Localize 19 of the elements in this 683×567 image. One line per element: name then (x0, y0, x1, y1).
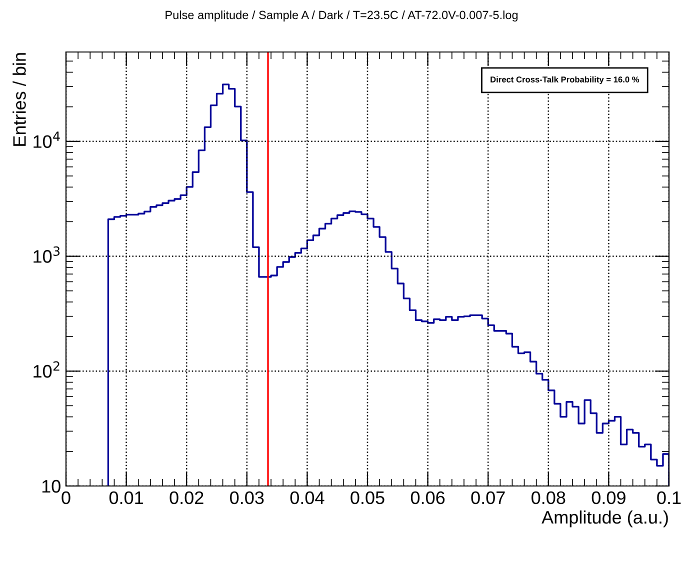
x-axis-title: Amplitude (a.u.) (542, 510, 668, 528)
x-tick-label: 0.04 (290, 491, 324, 504)
x-tick-label: 0.08 (532, 491, 566, 504)
y-tick-label: 10 (42, 480, 60, 493)
x-tick-label: 0.06 (410, 491, 445, 504)
annotation: Direct Cross-Talk Probability = 16.0 % (490, 76, 640, 84)
chart-title: Pulse amplitude / Sample A / Dark / T=23.5C / AT-72.0V-0.007-5.log (166, 10, 518, 22)
y-axis-title: Entries / bin (12, 53, 26, 146)
y-tick-label: 10$^{2}$ (34, 361, 60, 378)
x-tick-label: 0.09 (592, 491, 626, 504)
x-tick-label: 0.1 (657, 491, 681, 504)
x-tick-label: 0.07 (471, 491, 505, 504)
x-tick-label: 0.01 (109, 491, 143, 504)
y-tick-label: 10$^{4}$ (34, 132, 60, 148)
x-tick-label: 0.03 (230, 491, 264, 504)
x-tick-label: 0.02 (170, 491, 204, 504)
x-tick-label: 0.05 (350, 491, 384, 504)
x-tick-label: 0 (62, 491, 70, 504)
y-tick-label: 10$^{3}$ (34, 246, 60, 263)
